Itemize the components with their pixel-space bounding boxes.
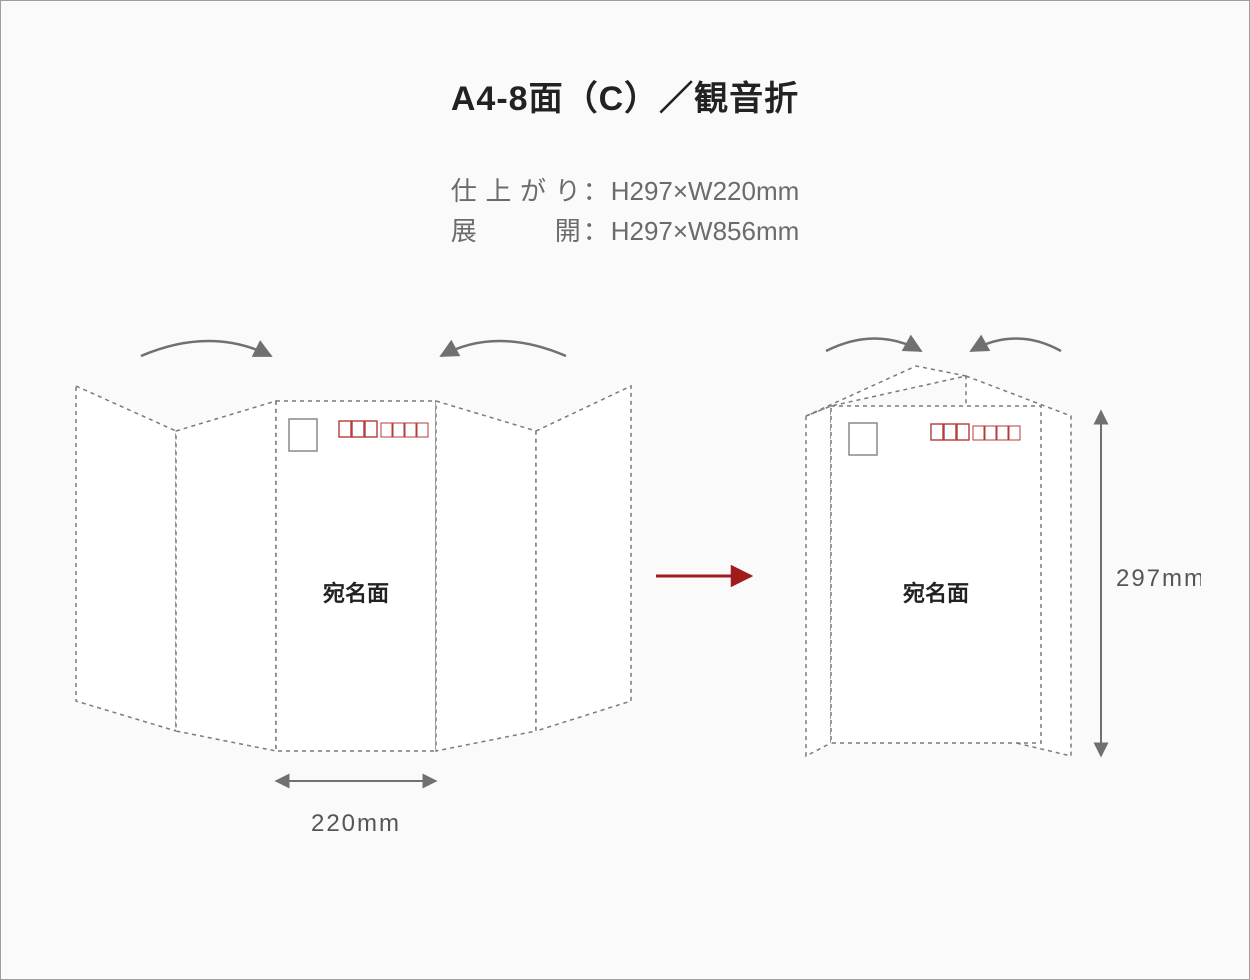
- spec-finished-value: H297×W220mm: [611, 171, 800, 211]
- spec-spread-label: 展 開: [451, 211, 581, 251]
- height-dim-label: 297mm: [1116, 565, 1201, 592]
- panel-inner-right: [436, 401, 536, 751]
- fold-arrow-left-icon: [141, 341, 271, 356]
- address-face-label-left: 宛名面: [322, 581, 389, 606]
- folded-panel-left-back: [806, 406, 831, 756]
- diagram-frame: A4-8面（C）／観音折 仕上がり ： H297×W220mm 展 開 ： H2…: [0, 0, 1250, 980]
- spec-spread-value: H297×W856mm: [611, 211, 800, 251]
- panel-outer-left: [76, 386, 176, 731]
- fold-arrow-right-icon: [971, 339, 1061, 352]
- spec-finished-label: 仕上がり: [451, 171, 581, 211]
- diagram-title: A4-8面（C）／観音折: [1, 71, 1249, 120]
- fold-arrow-right-icon: [441, 341, 566, 356]
- folded-booklet-diagram: 宛名面 297mm: [771, 311, 1201, 831]
- fold-arrow-left-icon: [826, 339, 921, 352]
- address-face-label-right: 宛名面: [902, 581, 969, 606]
- width-dim-label: 220mm: [311, 810, 401, 837]
- panel-inner-left: [176, 401, 276, 751]
- panel-outer-right: [536, 386, 631, 731]
- transition-arrow-icon: [651, 556, 761, 596]
- panel-center: [276, 401, 436, 751]
- open-gatefold-diagram: 宛名面 220mm: [41, 301, 661, 861]
- folded-panel-front: [831, 406, 1041, 743]
- spec-block: 仕上がり ： H297×W220mm 展 開 ： H297×W856mm: [451, 171, 800, 252]
